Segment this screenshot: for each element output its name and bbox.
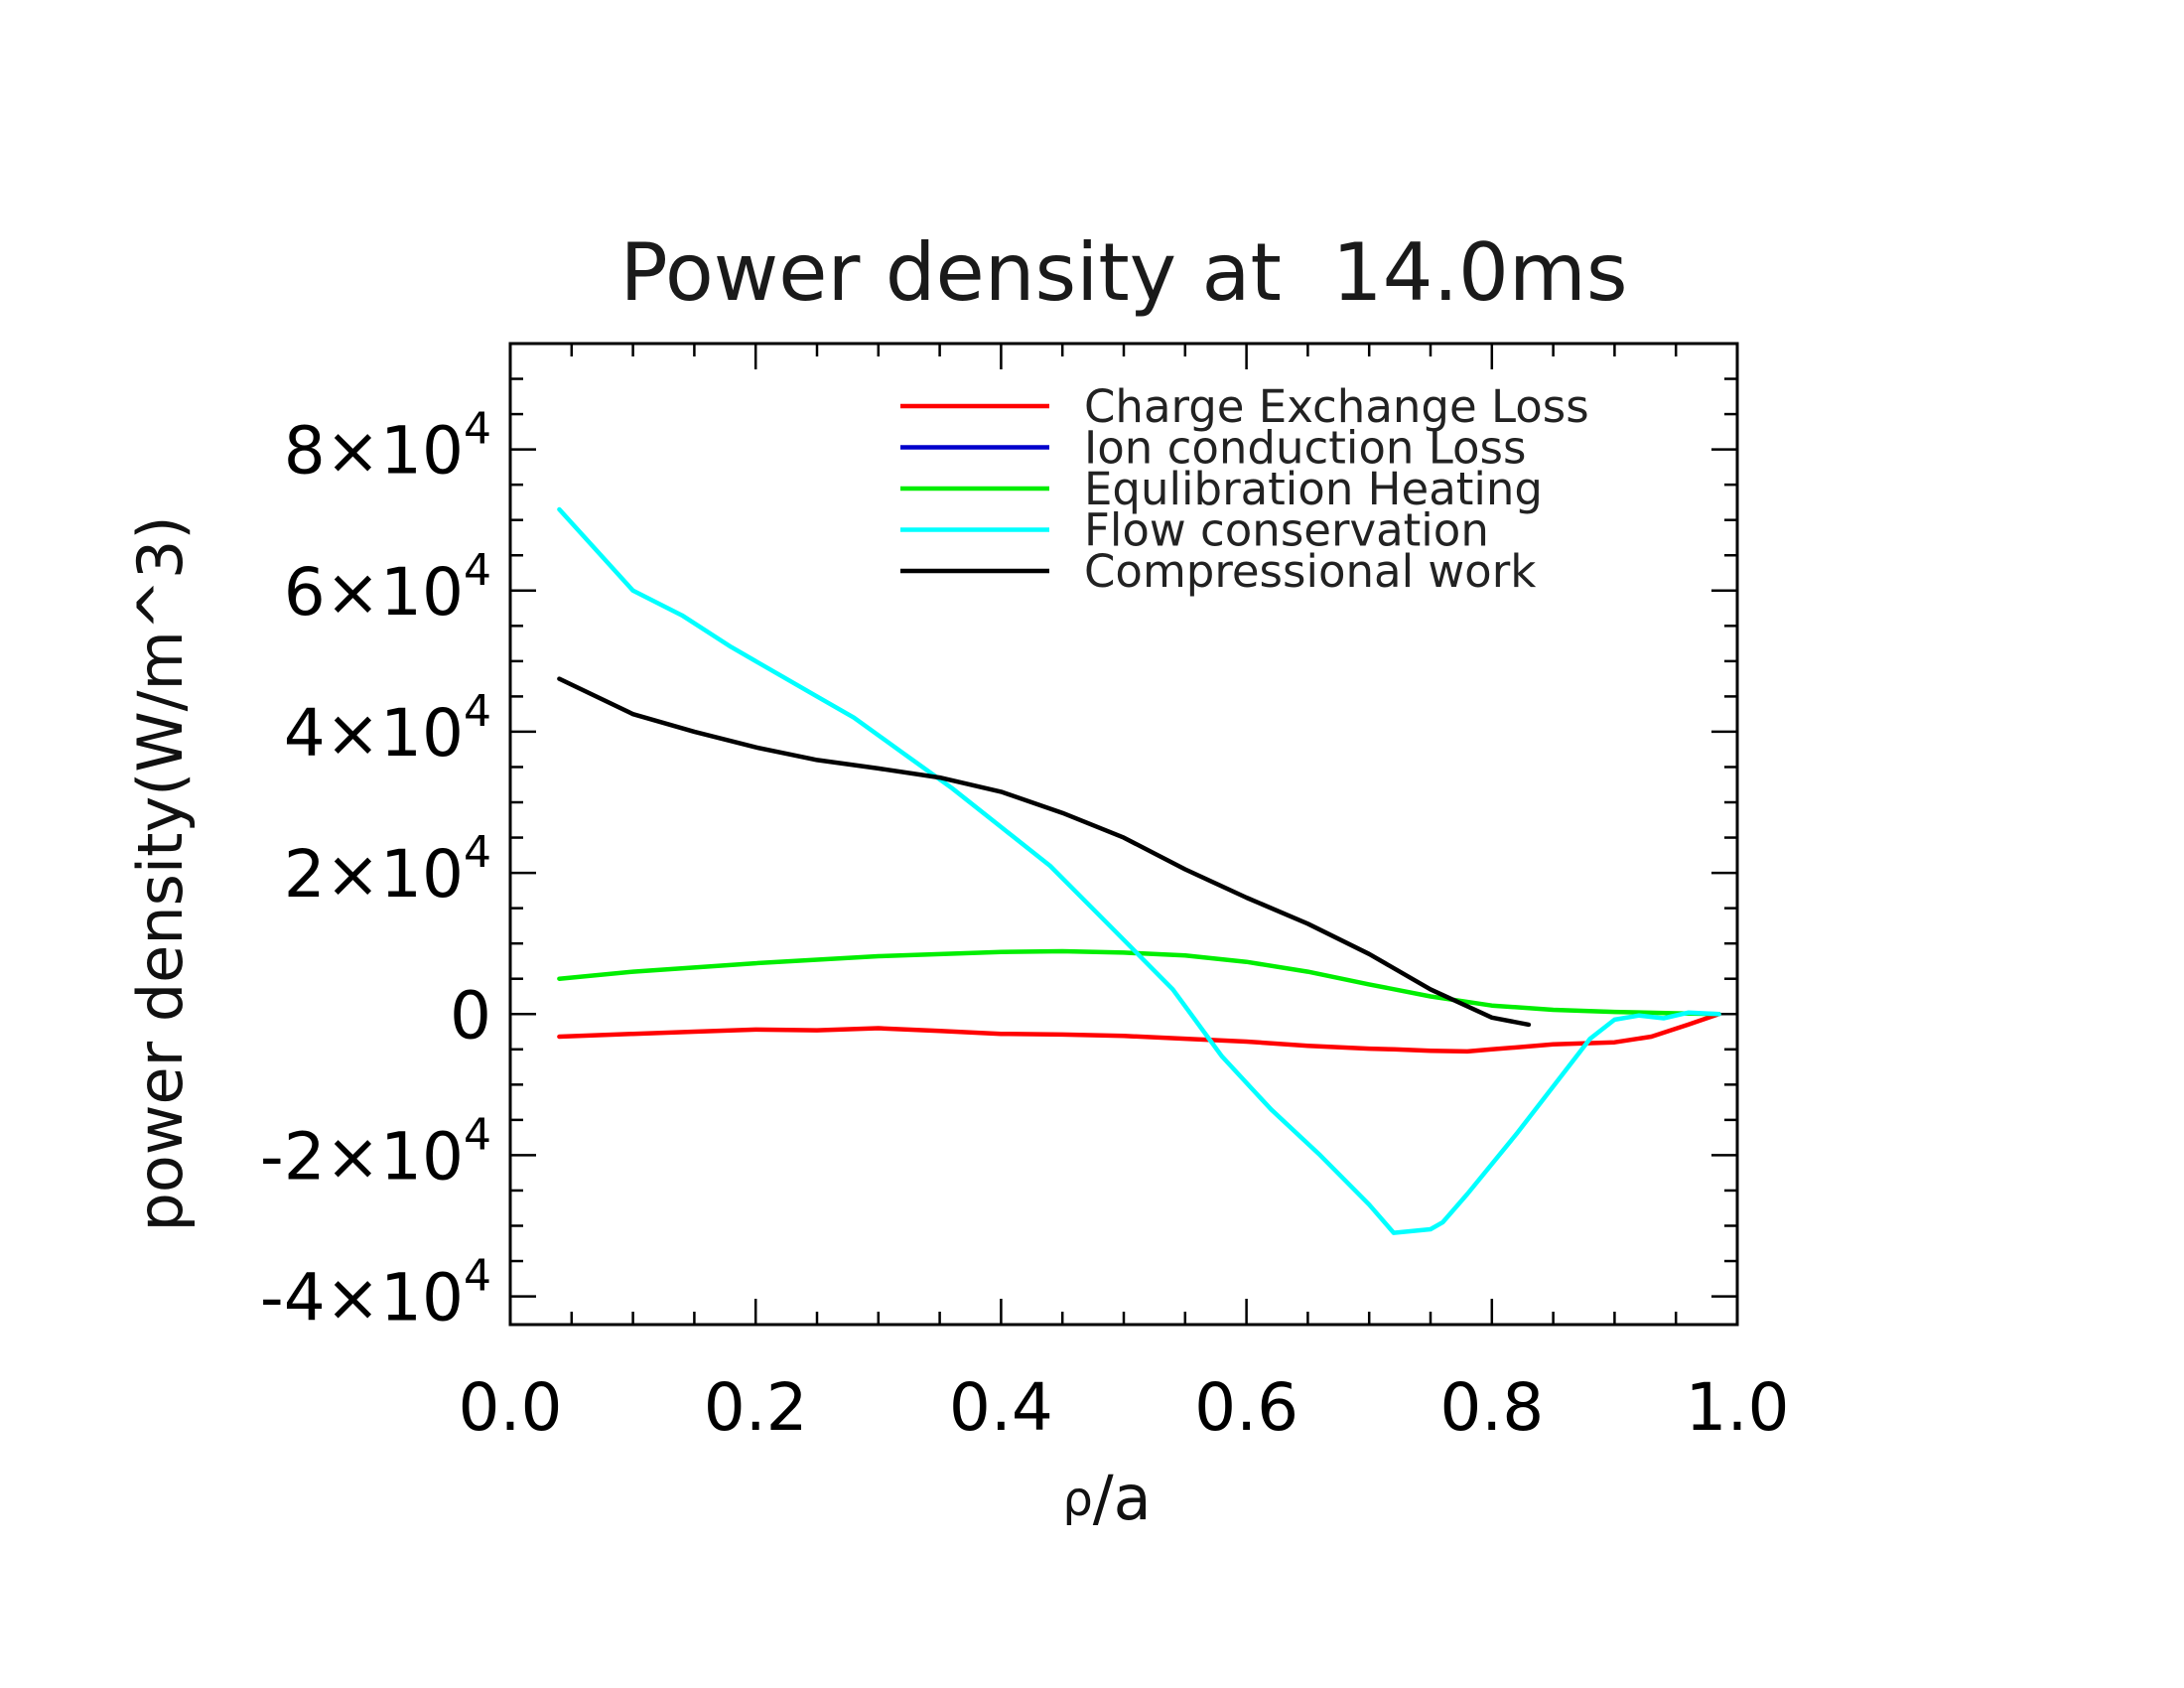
- legend-label: Flow conservation: [1084, 504, 1489, 557]
- y-tick-exponent: 4: [464, 545, 491, 596]
- axis-ticks: 0.0 0.2 0.4 0.6 0.8 1.08×1046×1044×1042×1040-…: [260, 344, 1790, 1446]
- y-tick-mantissa: -4×10: [260, 1260, 464, 1336]
- y-tick-exponent: 4: [464, 827, 491, 878]
- x-tick-label: 1.0: [1686, 1369, 1790, 1446]
- y-axis-label: power density(W/m^3): [124, 515, 197, 1231]
- y-tick-label: 4×104: [284, 686, 491, 772]
- x-axis-label: ρ/a: [1062, 1462, 1151, 1534]
- series-line-3: [557, 506, 1721, 1235]
- series-line-2: [557, 948, 1721, 1017]
- y-tick-exponent: 4: [464, 1251, 491, 1302]
- y-tick-label: -4×104: [260, 1251, 491, 1336]
- plot-frame: [508, 342, 1739, 1327]
- x-tick-label: 0.2: [704, 1369, 808, 1446]
- legend-label: Compressional work: [1084, 545, 1536, 598]
- x-tick-label: 0.0: [459, 1369, 563, 1446]
- x-axis-label-rest: /a: [1093, 1462, 1152, 1534]
- y-tick-exponent: 4: [464, 1109, 491, 1160]
- series-line-0: [557, 1012, 1721, 1055]
- y-tick-label: 8×104: [284, 404, 491, 490]
- series-line-4: [557, 676, 1532, 1028]
- y-tick-exponent: 4: [464, 404, 491, 455]
- x-tick-label: 0.8: [1439, 1369, 1544, 1446]
- y-tick-label: -2×104: [260, 1109, 491, 1195]
- y-tick-mantissa: 0: [450, 977, 491, 1054]
- y-tick-exponent: 4: [464, 686, 491, 737]
- y-tick-label: 2×104: [284, 827, 491, 913]
- y-tick-label: 0: [450, 977, 491, 1054]
- y-tick-mantissa: 4×10: [284, 695, 464, 772]
- y-tick-mantissa: 6×10: [284, 554, 464, 631]
- y-tick-label: 6×104: [284, 545, 491, 631]
- chart-title: Power density at 14.0ms: [619, 226, 1627, 319]
- y-tick-mantissa: -2×10: [260, 1118, 464, 1195]
- y-tick-mantissa: 2×10: [284, 836, 464, 913]
- y-tick-mantissa: 8×10: [284, 413, 464, 490]
- legend-label: Ion conduction Loss: [1084, 422, 1526, 475]
- x-tick-label: 0.4: [949, 1369, 1053, 1446]
- x-axis-label-symbol: ρ: [1062, 1472, 1092, 1527]
- legend-label: Equlibration Heating: [1084, 463, 1543, 515]
- legend-label: Charge Exchange Loss: [1084, 380, 1589, 433]
- series-layer: [557, 506, 1721, 1235]
- x-tick-label: 0.6: [1194, 1369, 1298, 1446]
